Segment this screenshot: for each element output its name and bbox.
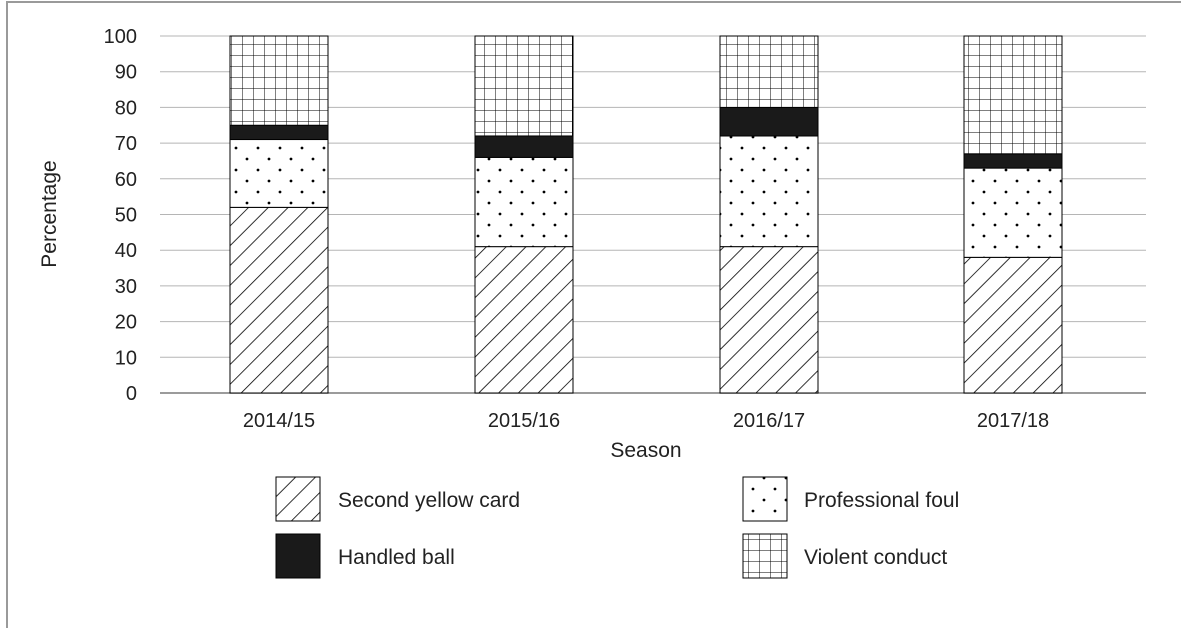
y-tick-label-70: 70 [115, 133, 137, 155]
y-tick-label-90: 90 [115, 62, 137, 84]
y-tick-label-60: 60 [115, 169, 137, 191]
bar-2015-16-violent-conduct [474, 35, 574, 137]
legend-item-handled-ball: Handled ball [275, 533, 455, 579]
bar-2016-17-professional-foul [719, 135, 819, 248]
bar-2017-18-professional-foul [963, 167, 1063, 258]
bars [229, 35, 1063, 394]
y-tick-label-80: 80 [115, 97, 137, 119]
bar-2016-17-violent-conduct [719, 35, 819, 108]
legend-label-handled-ball: Handled ball [338, 546, 455, 569]
y-axis-tick-labels: 0 10 20 30 40 50 60 70 80 90 100 [104, 26, 137, 405]
bar-2015-16-second-yellow-card [474, 246, 574, 394]
x-tick-label-2017-18: 2017/18 [977, 410, 1049, 432]
bar-2015-16-professional-foul [474, 156, 574, 248]
x-axis-title: Season [610, 439, 681, 462]
x-tick-label-2014-15: 2014/15 [243, 410, 315, 432]
legend-swatch-second-yellow-card [275, 476, 321, 522]
y-tick-label-100: 100 [104, 26, 137, 48]
legend-label-professional-foul: Professional foul [804, 489, 959, 512]
bar-2015-16-handled-ball [474, 135, 574, 158]
legend-item-professional-foul: Professional foul [742, 476, 959, 522]
y-tick-label-50: 50 [115, 205, 137, 227]
legend-label-violent-conduct: Violent conduct [804, 546, 947, 569]
y-tick-label-30: 30 [115, 276, 137, 298]
bar-2014-15-second-yellow-card [229, 206, 329, 394]
legend-item-second-yellow-card: Second yellow card [275, 476, 520, 522]
bar-2014-15-violent-conduct [229, 35, 329, 126]
y-tick-label-20: 20 [115, 312, 137, 334]
legend: Second yellow card Professional foul Han… [275, 476, 959, 579]
bar-2014-15-handled-ball [229, 124, 329, 141]
bar-2017-18-second-yellow-card [963, 256, 1063, 394]
bar-2016-17-second-yellow-card [719, 246, 819, 394]
bar-2014-15-professional-foul [229, 139, 329, 208]
y-tick-label-40: 40 [115, 240, 137, 262]
legend-swatch-professional-foul [742, 476, 788, 522]
x-tick-label-2015-16: 2015/16 [488, 410, 560, 432]
bar-2016-17-handled-ball [719, 106, 819, 137]
bar-2017-18-handled-ball [963, 153, 1063, 169]
legend-label-second-yellow-card: Second yellow card [338, 489, 520, 512]
legend-swatch-violent-conduct [742, 533, 788, 579]
legend-item-violent-conduct: Violent conduct [742, 533, 947, 579]
bar-2017-18-violent-conduct [963, 35, 1063, 155]
legend-swatch-handled-ball [275, 533, 321, 579]
y-axis-title: Percentage [38, 160, 61, 267]
x-tick-label-2016-17: 2016/17 [733, 410, 805, 432]
y-tick-label-10: 10 [115, 347, 137, 369]
x-axis-tick-labels: 2014/15 2015/16 2016/17 2017/18 [243, 410, 1049, 432]
y-tick-label-0: 0 [126, 383, 137, 405]
